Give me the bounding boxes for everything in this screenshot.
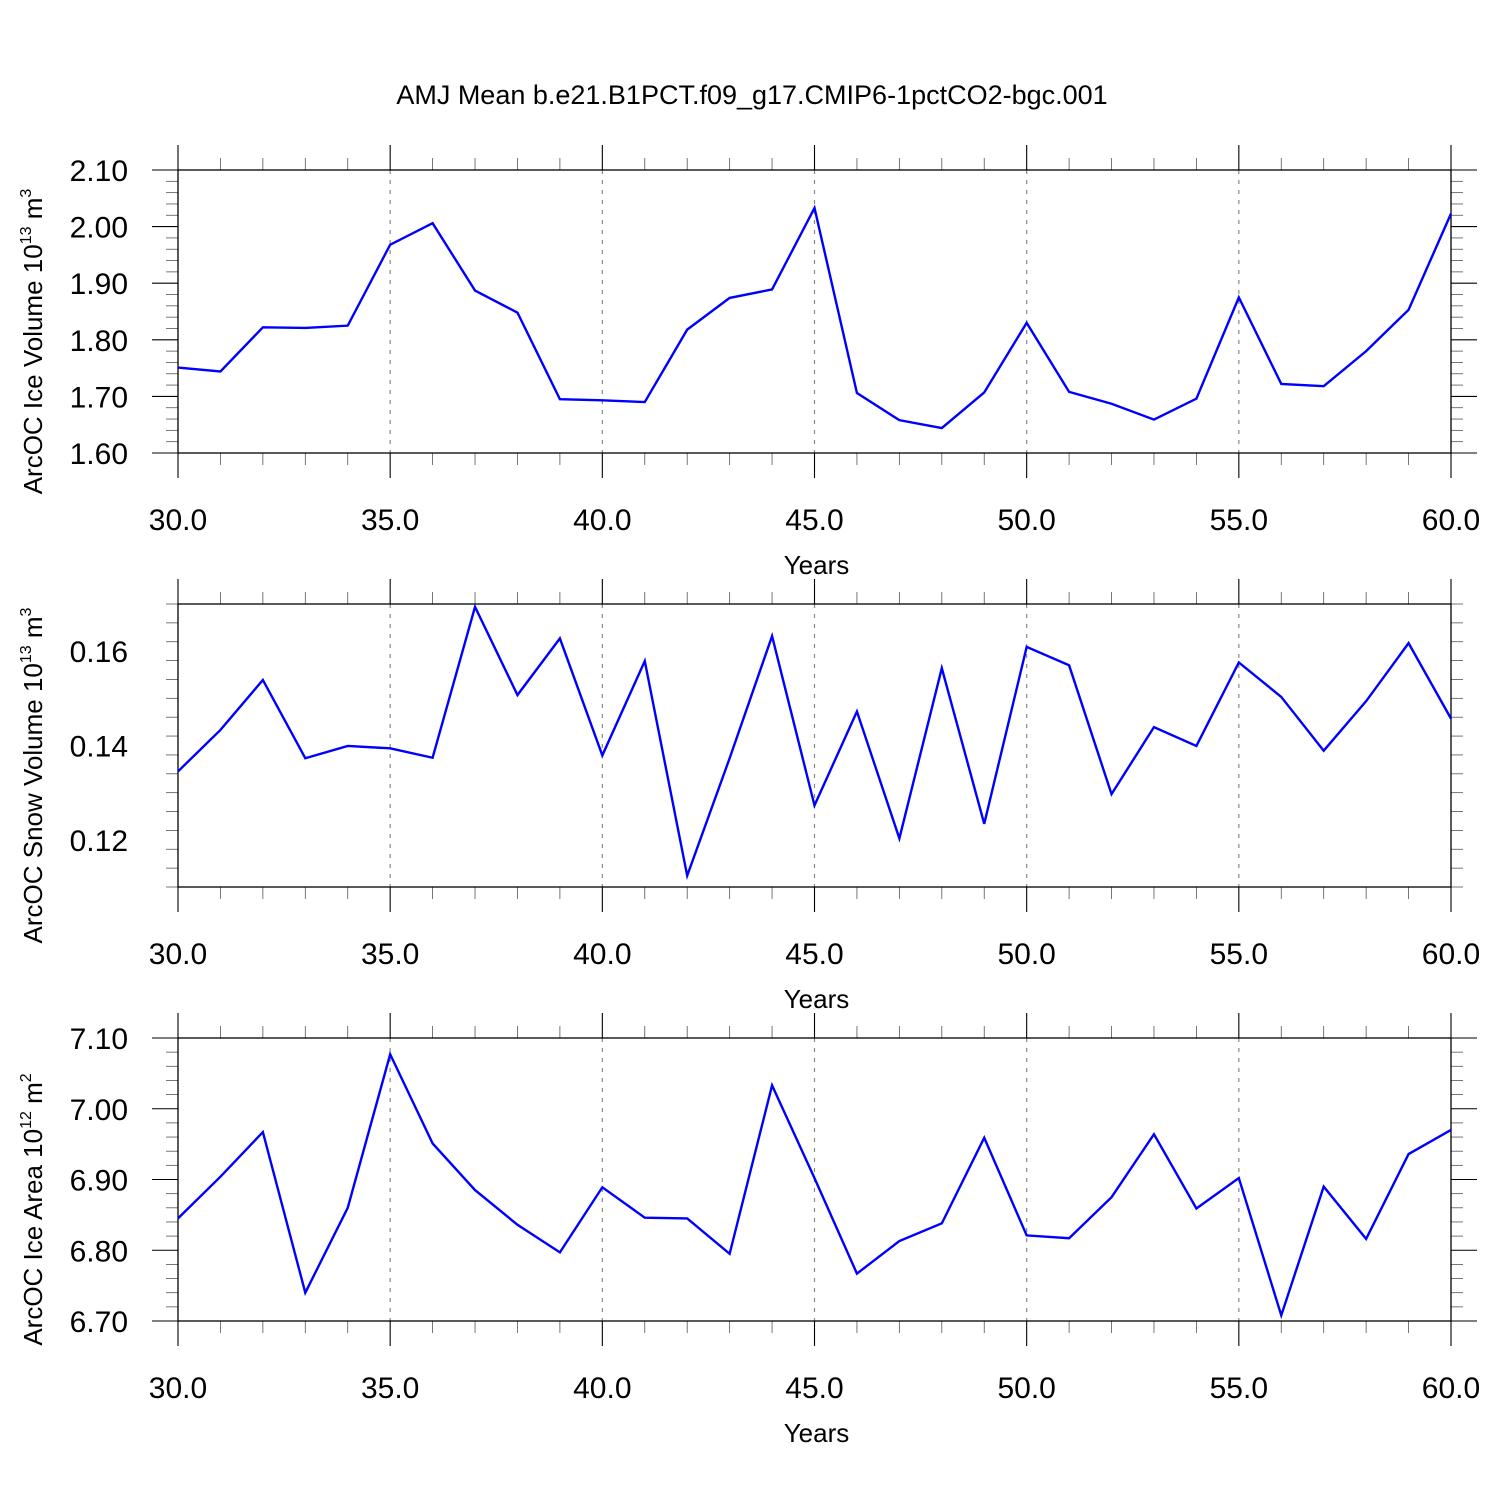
x-tick-label: 30.0 (149, 1372, 207, 1405)
y-axis-label-exponent: 12 (18, 1111, 35, 1129)
x-tick-label: 30.0 (149, 938, 207, 971)
y-tick-label: 6.90 (70, 1165, 128, 1198)
chart-panel-1: 30.0 35.0 40.0 45.0 50.0 55.0 60.0 1.60 1.70 1.80… (18, 145, 1480, 580)
y-tick-label: 0.12 (70, 825, 128, 858)
series-line-1 (177, 1050, 1452, 1320)
x-tick-label: 40.0 (573, 1372, 631, 1405)
y-tick-label: 0.16 (70, 636, 128, 669)
x-tick-label: 45.0 (785, 1372, 843, 1405)
x-tick-label: 55.0 (1210, 504, 1268, 537)
x-tick-label: 60.0 (1422, 1372, 1480, 1405)
x-tick-label: 55.0 (1210, 1372, 1268, 1405)
x-tick-label: 60.0 (1422, 938, 1480, 971)
y-axis-label-prefix: ArcOC Ice Area 10 (18, 1129, 48, 1346)
chart-panel-3: 30.0 35.0 40.0 45.0 50.0 55.0 60.0 6.70 6.80 6.90… (18, 1013, 1480, 1448)
y-axis-label-prefix: ArcOC Snow Volume 10 (18, 663, 48, 943)
x-tick-label: 30.0 (149, 504, 207, 537)
y-tick-label: 0.14 (70, 731, 128, 764)
y-tick-label: 6.70 (70, 1306, 128, 1339)
x-axis-label: Years (784, 984, 850, 1014)
x-tick-label: 50.0 (997, 1372, 1055, 1405)
plot-frame (177, 1037, 1452, 1322)
series-line-1 (177, 603, 1453, 881)
x-axis-label: Years (784, 550, 850, 580)
x-tick-label: 50.0 (997, 504, 1055, 537)
y-tick-label: 1.60 (70, 438, 128, 471)
y-axis-label-unit: m (18, 616, 48, 645)
x-tick-label: 55.0 (1210, 938, 1268, 971)
x-tick-label: 40.0 (573, 938, 631, 971)
y-axis-label: ArcOC Ice Volume 1013 m3 (18, 189, 48, 495)
plot-frame (177, 603, 1452, 888)
x-tick-label: 45.0 (785, 938, 843, 971)
x-tick-label: 45.0 (785, 504, 843, 537)
y-axis-label-unit: m (18, 1082, 48, 1111)
y-tick-label: 6.80 (70, 1235, 128, 1268)
x-tick-label: 40.0 (573, 504, 631, 537)
y-axis-label: ArcOC Snow Volume 1013 m3 (18, 607, 48, 943)
plot-frame (177, 169, 1452, 454)
x-tick-label: 35.0 (361, 504, 419, 537)
x-tick-label: 60.0 (1422, 504, 1480, 537)
y-tick-label: 1.70 (70, 381, 128, 414)
y-axis-label-unit-exponent: 3 (18, 189, 35, 198)
y-tick-label: 1.80 (70, 325, 128, 358)
y-axis-label-unit-exponent: 3 (18, 607, 35, 616)
chart-panel-2: 30.0 35.0 40.0 45.0 50.0 55.0 60.0 0.12 0.14 0.16… (18, 579, 1480, 1014)
x-tick-label: 50.0 (997, 938, 1055, 971)
y-axis-label-exponent: 13 (18, 226, 35, 244)
panels: 30.0 35.0 40.0 45.0 50.0 55.0 60.0 1.60 1.70 1.80… (18, 145, 1480, 1448)
y-axis-label-prefix: ArcOC Ice Volume 10 (18, 244, 48, 494)
series-line-1 (177, 204, 1453, 430)
x-axis-label: Years (784, 1418, 850, 1448)
y-axis-label-unit: m (18, 198, 48, 227)
x-tick-label: 35.0 (361, 1372, 419, 1405)
y-tick-label: 1.90 (70, 268, 128, 301)
x-tick-label: 35.0 (361, 938, 419, 971)
y-axis-label-unit-exponent: 2 (18, 1073, 35, 1082)
y-tick-label: 2.10 (70, 155, 128, 188)
y-tick-label: 7.00 (70, 1094, 128, 1127)
y-axis-label: ArcOC Ice Area 1012 m2 (18, 1073, 48, 1345)
y-tick-label: 2.00 (70, 212, 128, 245)
figure-title: AMJ Mean b.e21.B1PCT.f09_g17.CMIP6-1pctC… (396, 80, 1107, 110)
y-tick-label: 7.10 (70, 1023, 128, 1056)
y-axis-label-exponent: 13 (18, 645, 35, 663)
